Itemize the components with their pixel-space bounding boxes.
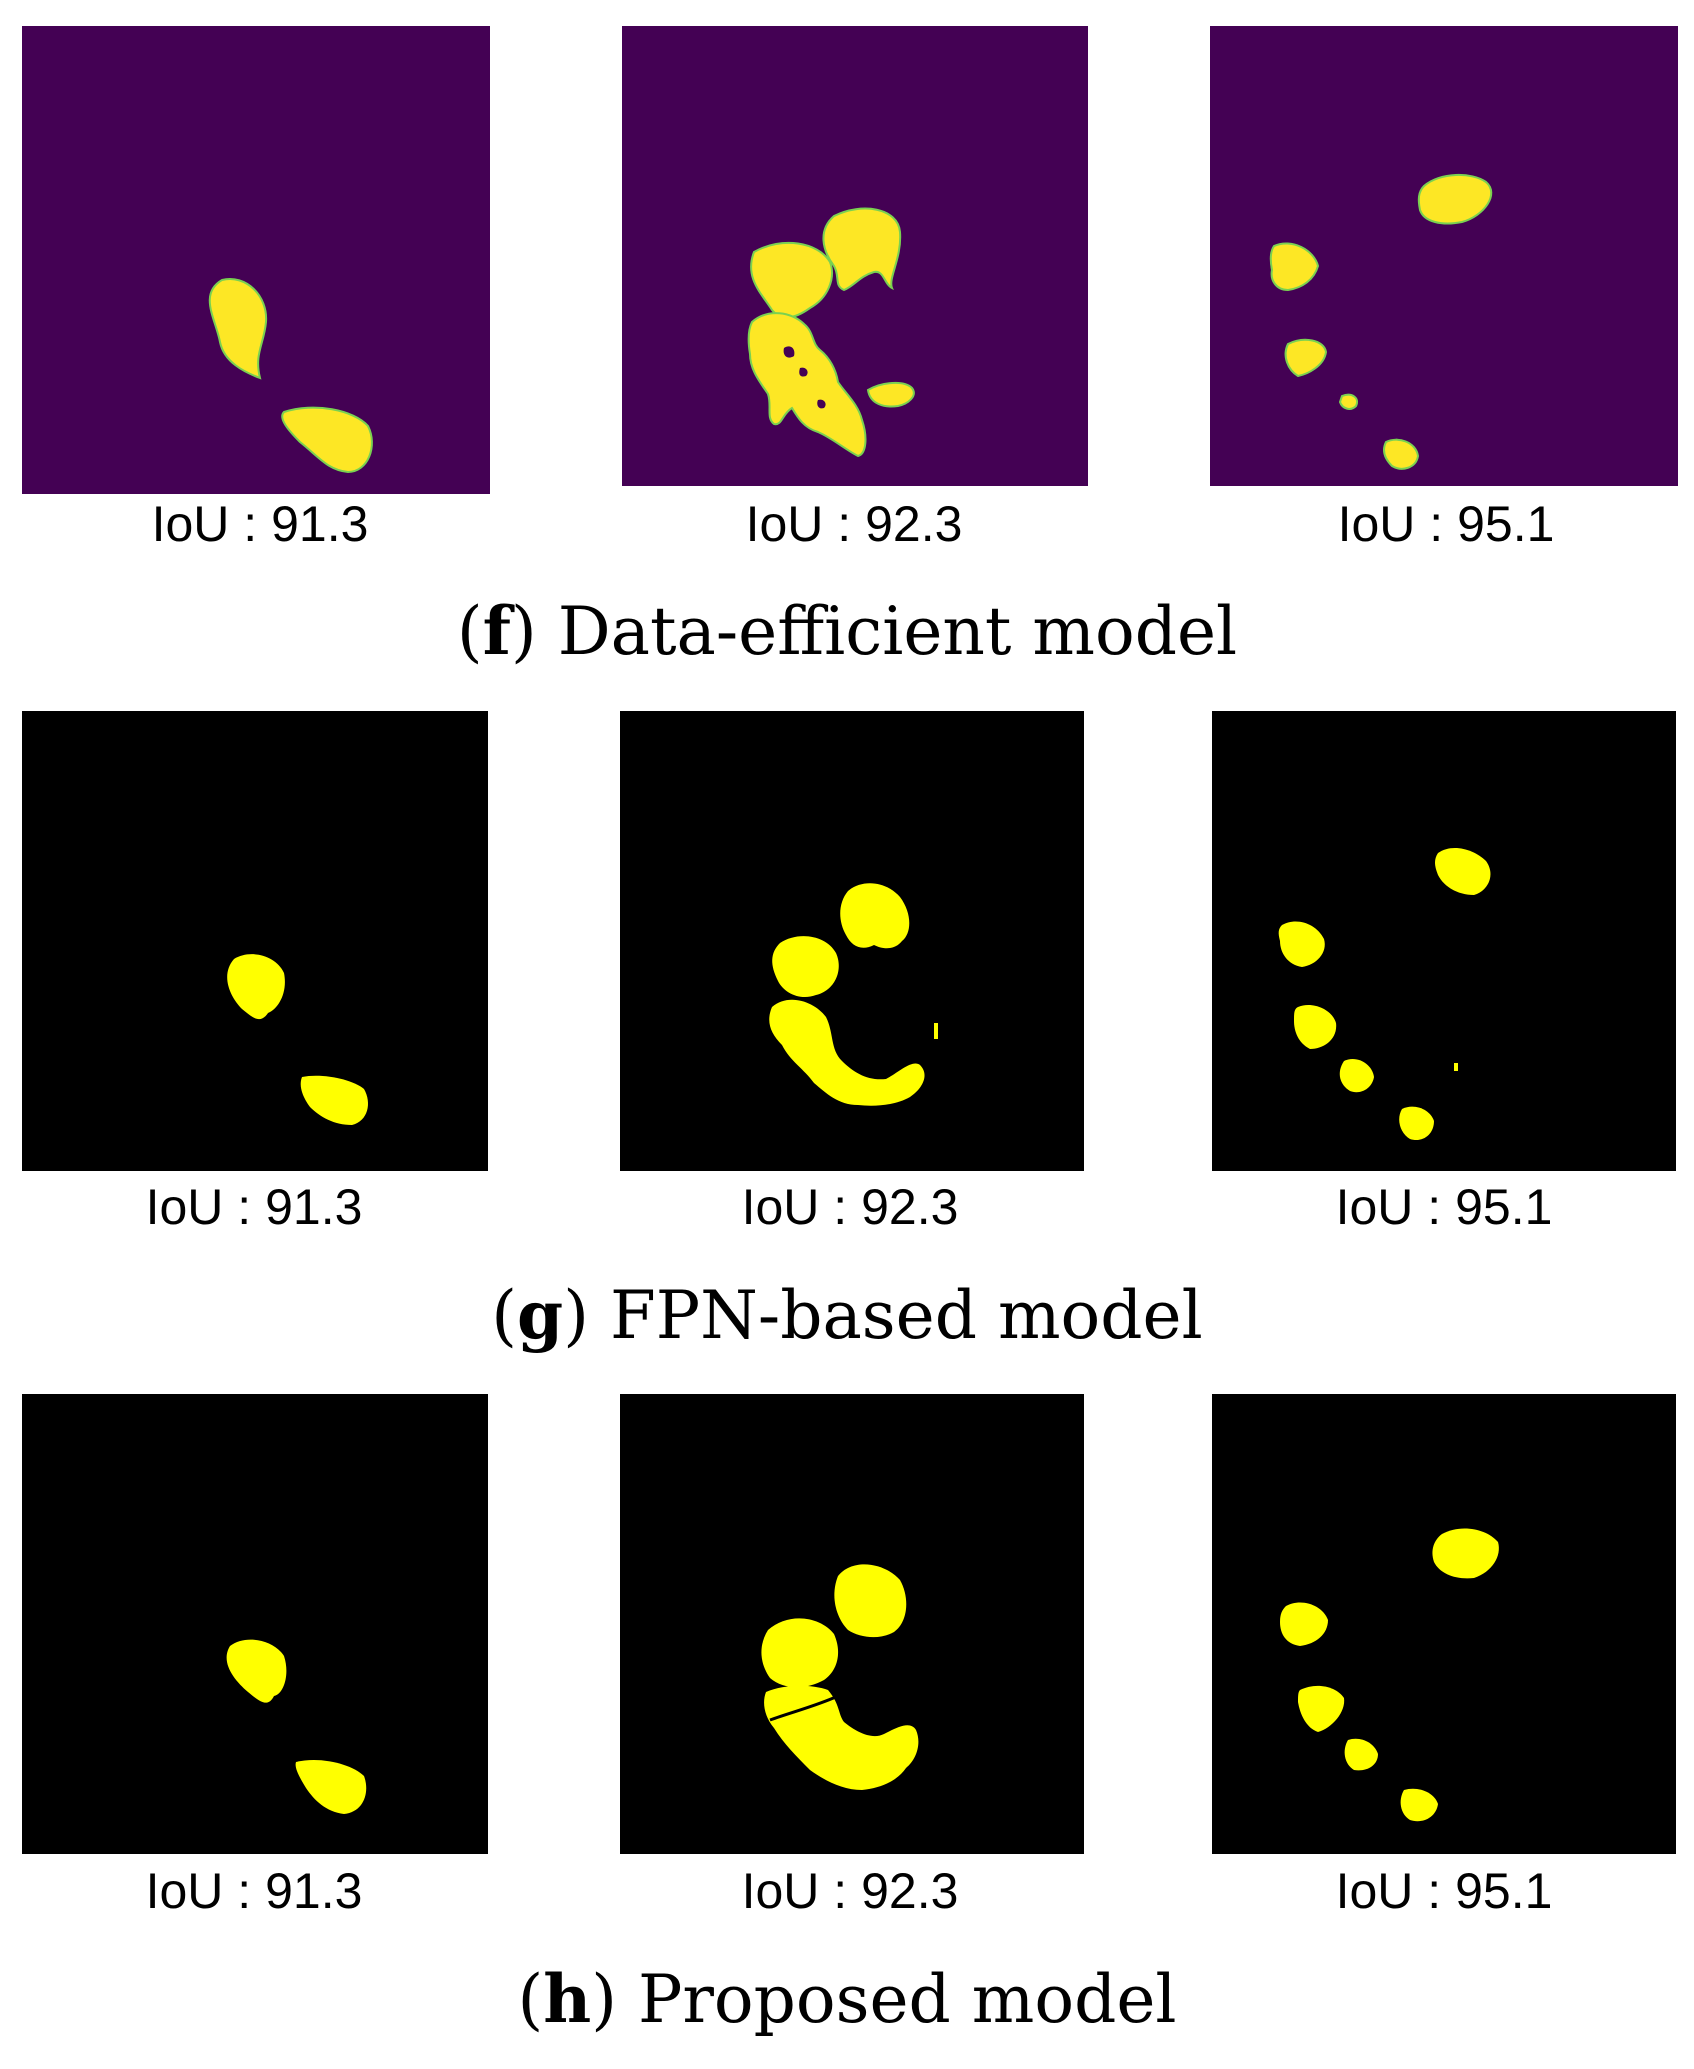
- row-h-iou-1: IoU : 91.3: [145, 1863, 363, 1919]
- row-h-iou-2: IoU : 92.3: [741, 1863, 959, 1919]
- row-f-panel-1: [22, 26, 490, 494]
- segmentation-mask: [620, 711, 1084, 1171]
- segmentation-mask: [1210, 26, 1678, 486]
- segmentation-mask: [1212, 1394, 1676, 1854]
- segmentation-mask: [620, 1394, 1084, 1854]
- segmentation-mask: [22, 711, 488, 1171]
- row-g-panel-3: [1212, 711, 1676, 1171]
- row-h-iou-3: IoU : 95.1: [1335, 1863, 1553, 1919]
- row-f-panel-2: [622, 26, 1088, 486]
- row-g-panel-2: [620, 711, 1084, 1171]
- row-f-iou-1: IoU : 91.3: [151, 496, 369, 552]
- segmentation-mask: [22, 1394, 488, 1854]
- row-f-iou-3: IoU : 95.1: [1337, 496, 1555, 552]
- row-g-panel-1: [22, 711, 488, 1171]
- row-f-panel-3: [1210, 26, 1678, 486]
- row-g-iou-2: IoU : 92.3: [741, 1179, 959, 1235]
- segmentation-mask: [22, 26, 490, 494]
- row-g-caption: (g) FPN-based model: [491, 1276, 1203, 1354]
- segmentation-mask: [622, 26, 1088, 486]
- segmentation-mask: [1212, 711, 1676, 1171]
- row-f-iou-2: IoU : 92.3: [745, 496, 963, 552]
- row-g-iou-1: IoU : 91.3: [145, 1179, 363, 1235]
- row-h-caption: (h) Proposed model: [517, 1960, 1177, 2038]
- row-g-iou-3: IoU : 95.1: [1335, 1179, 1553, 1235]
- row-h-panel-1: [22, 1394, 488, 1854]
- row-f-caption: (f) Data-efficient model: [456, 592, 1238, 670]
- row-h-panel-2: [620, 1394, 1084, 1854]
- row-h-panel-3: [1212, 1394, 1676, 1854]
